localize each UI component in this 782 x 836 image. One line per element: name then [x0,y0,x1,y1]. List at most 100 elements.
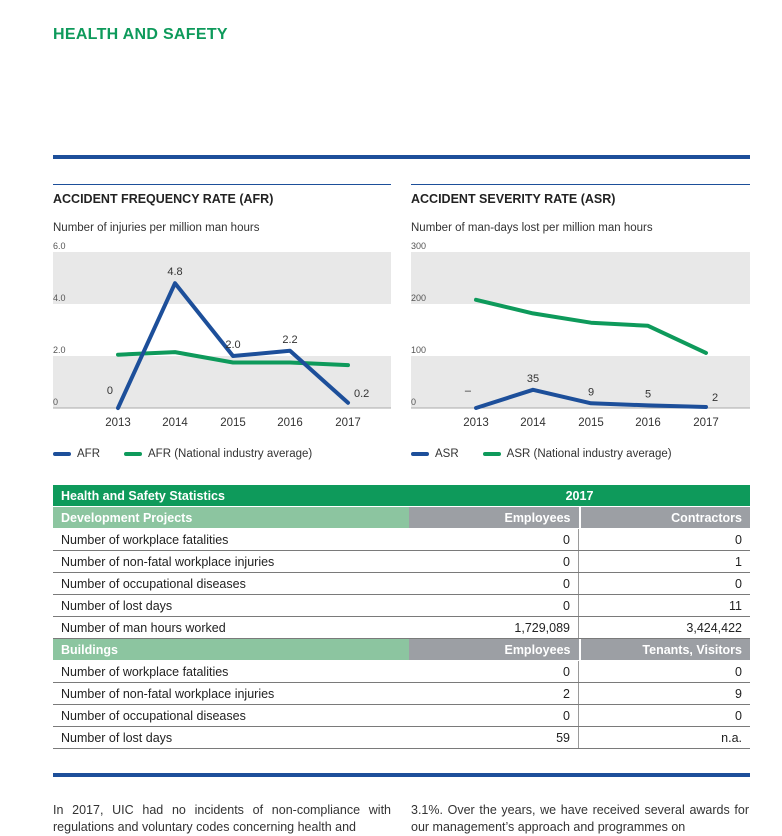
asr-chart-title: ACCIDENT SEVERITY RATE (ASR) [411,192,616,206]
row-value-contractors: 1 [578,550,750,573]
asr-avg-legend-label: ASR (National industry average) [506,448,672,460]
table-header-row: Health and Safety Statistics 2017 [53,485,750,507]
section-label: Development Projects [53,506,409,529]
afr-data-label: 4.8 [167,266,182,278]
afr-x-tick-label: 2014 [162,417,188,429]
row-label: Number of lost days [53,726,409,749]
afr-x-tick-label: 2015 [220,417,246,429]
asr-legend-item: ASR [411,448,459,460]
asr-data-label: 35 [527,373,539,385]
asr-title-rule [411,184,750,185]
afr-data-label: 2.0 [225,339,240,351]
row-label: Number of occupational diseases [53,572,409,595]
asr-avg-legend-swatch [482,452,501,456]
afr-data-label: 2.2 [282,334,297,346]
row-value-tenants: 9 [578,682,750,705]
afr-avg-legend-swatch [124,452,142,456]
asr-data-label: 2 [712,392,718,404]
table-row: Number of non-fatal workplace injuries 2… [53,682,750,705]
afr-legend-label: AFR [77,448,100,460]
row-value-employees: 59 [409,726,579,749]
row-value-tenants: 0 [578,660,750,683]
asr-avg-legend-item: ASR (National industry average) [482,448,672,460]
row-value-contractors: 11 [578,594,750,617]
top-divider [53,155,750,159]
afr-legend-item: AFR [53,448,100,460]
afr-y-tick-label: 6.0 [53,241,66,251]
asr-x-tick-label: 2015 [578,417,604,429]
row-label: Number of non-fatal workplace injuries [53,682,409,705]
row-value-contractors: 3,424,422 [578,616,750,639]
row-label: Number of man hours worked [53,616,409,639]
section-header-row: Buildings Employees Tenants, Visitors [53,638,750,661]
afr-avg-legend-label: AFR (National industry average) [148,448,313,460]
section-col1-header: Employees [409,506,579,529]
asr-legend-swatch [411,452,429,456]
asr-data-label: 5 [645,388,651,400]
afr-x-tick-label: 2017 [335,417,361,429]
asr-x-tick-label: 2014 [520,417,546,429]
asr-x-tick-label: 2016 [635,417,661,429]
afr-x-tick-label: 2016 [277,417,303,429]
afr-y-tick-label: 0 [53,397,58,407]
table-row: Number of lost days 0 11 [53,594,750,617]
asr-legend: ASR ASR (National industry average) [411,448,696,460]
section-col1-header: Employees [409,638,579,661]
afr-grid-band [53,252,391,304]
row-value-employees: 0 [409,660,579,683]
afr-x-tick-label: 2013 [105,417,131,429]
column-gap [578,638,581,661]
row-label: Number of workplace fatalities [53,660,409,683]
afr-chart: 6.0 4.0 2.0 0 2013 2014 2015 2016 2017 0 4.8 2.0 2.2… [53,241,391,429]
section-col2-header: Tenants, Visitors [580,638,750,661]
asr-y-tick-label: 200 [411,293,426,303]
table-row: Number of lost days 59 n.a. [53,726,750,749]
afr-y-tick-label: 2.0 [53,345,66,355]
table-row: Number of occupational diseases 0 0 [53,572,750,595]
row-value-employees: 0 [409,550,579,573]
row-value-contractors: 0 [578,572,750,595]
row-value-employees: 0 [409,572,579,595]
section-col2-header: Contractors [580,506,750,529]
asr-series-main [474,387,708,410]
asr-data-label: – [465,385,472,397]
afr-data-label: 0.2 [354,388,369,400]
row-value-contractors: 0 [578,528,750,551]
row-value-employees: 1,729,089 [409,616,579,639]
section-label: Buildings [53,638,409,661]
row-value-tenants: 0 [578,704,750,727]
asr-y-tick-label: 100 [411,345,426,355]
afr-chart-title: ACCIDENT FREQUENCY RATE (AFR) [53,192,274,206]
table-title: Health and Safety Statistics [53,485,409,507]
table-row: Number of non-fatal workplace injuries 0… [53,550,750,573]
afr-y-tick-label: 4.0 [53,293,66,303]
row-label: Number of occupational diseases [53,704,409,727]
asr-x-tick-label: 2017 [693,417,719,429]
afr-chart-subtitle: Number of injuries per million man hours [53,222,260,234]
table-row: Number of man hours worked 1,729,089 3,4… [53,616,750,639]
health-safety-table: Health and Safety Statistics 2017 Develo… [53,485,750,749]
row-label: Number of lost days [53,594,409,617]
section-header-row: Development Projects Employees Contracto… [53,506,750,529]
row-value-employees: 0 [409,528,579,551]
asr-chart-subtitle: Number of man-days lost per million man … [411,222,653,234]
afr-data-label: 0 [107,385,113,397]
row-value-tenants: n.a. [578,726,750,749]
table-row: Number of occupational diseases 0 0 [53,704,750,727]
row-label: Number of non-fatal workplace injuries [53,550,409,573]
afr-legend: AFR AFR (National industry average) [53,448,336,460]
afr-avg-legend-item: AFR (National industry average) [124,448,312,460]
row-value-employees: 0 [409,594,579,617]
asr-y-tick-label: 0 [411,397,416,407]
afr-legend-swatch [53,452,71,456]
asr-x-tick-label: 2013 [463,417,489,429]
bottom-divider [53,773,750,777]
afr-series-main [116,281,350,410]
row-label: Number of workplace fatalities [53,528,409,551]
table-row: Number of workplace fatalities 0 0 [53,660,750,683]
column-gap [578,506,581,529]
row-value-employees: 0 [409,704,579,727]
asr-legend-label: ASR [435,448,459,460]
table-year: 2017 [409,485,750,507]
asr-series-average [474,297,708,355]
